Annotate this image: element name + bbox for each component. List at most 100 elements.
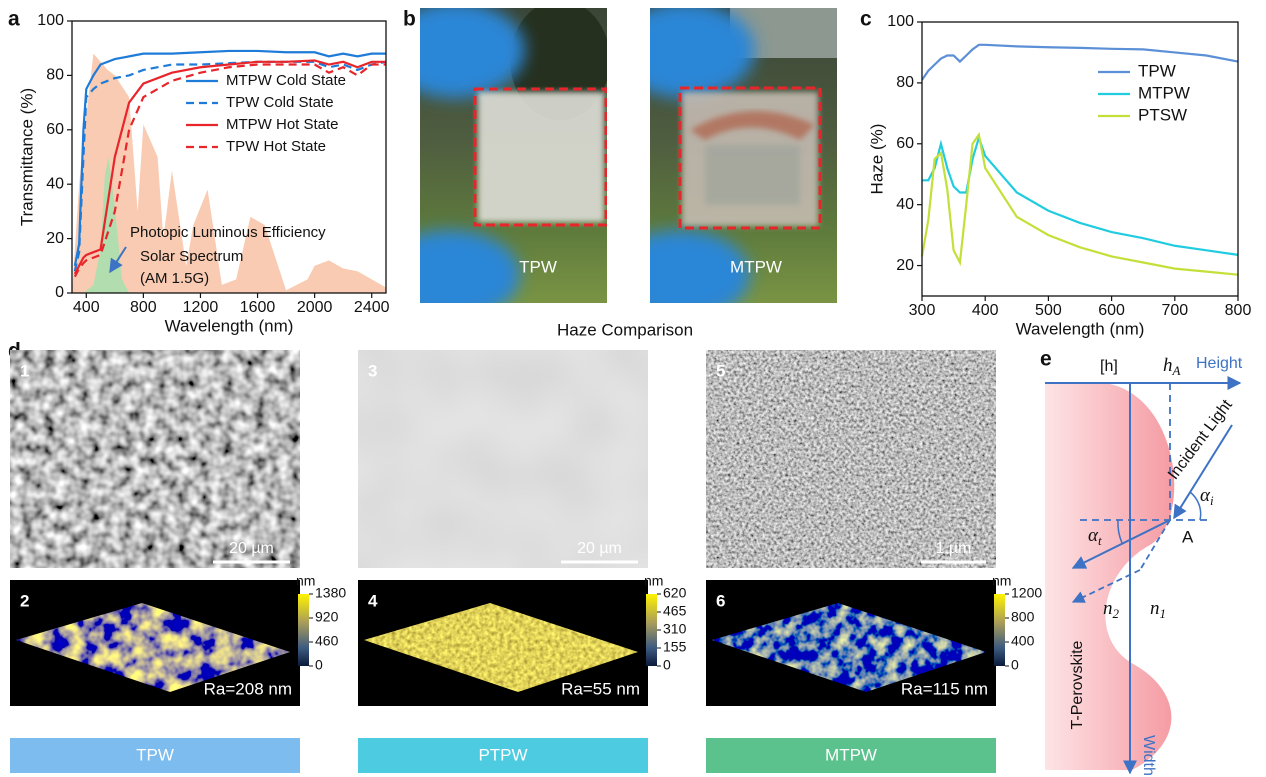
legend-label: MTPW	[1138, 83, 1190, 102]
y-axis-label: Haze (%)	[867, 124, 886, 195]
colorbar-tick-label: 1200	[1011, 585, 1042, 601]
x-tick-label: 700	[1161, 302, 1188, 319]
plot-frame	[922, 22, 1238, 296]
y-tick-label: 100	[37, 12, 64, 29]
glove	[610, 230, 750, 320]
x-tick-label: 600	[1098, 302, 1125, 319]
photo-label: TPW	[519, 257, 557, 276]
colorbar	[298, 594, 309, 666]
colorbar-unit: nm	[296, 573, 315, 589]
x-tick-label: 800	[1225, 302, 1252, 319]
roughness: Ra=115 nm	[901, 679, 988, 698]
glove	[380, 230, 520, 320]
panel-label: c	[860, 8, 872, 31]
colorbar-unit: nm	[644, 573, 663, 589]
caption: Haze Comparison	[557, 320, 693, 339]
colorbar-tick-label: 400	[1011, 633, 1035, 649]
legend-label: MTPW Cold State	[226, 72, 346, 89]
y-tick-label: 80	[46, 67, 64, 84]
y-tick-label: 60	[896, 135, 914, 152]
y-tick-label: 60	[46, 121, 64, 138]
panel-label: e	[1040, 348, 1052, 371]
colorbar	[994, 594, 1005, 666]
image-index: 3	[368, 361, 377, 380]
roughness: Ra=55 nm	[561, 679, 640, 698]
y-tick-label: 80	[896, 74, 914, 91]
colorbar-tick-label: 155	[663, 639, 687, 655]
x-tick-label: 1200	[183, 299, 219, 316]
x-tick-label: 2400	[354, 299, 390, 316]
label: n2	[1103, 598, 1120, 621]
y-tick-label: 20	[896, 257, 914, 274]
y-axis-label: Transmittance (%)	[17, 88, 36, 226]
colorbar-tick-label: 0	[663, 657, 671, 673]
annotation: Photopic Luminous Efficiency	[130, 224, 326, 241]
label: T-Perovskite	[1069, 640, 1086, 729]
colorbar-tick-label: 1380	[315, 585, 346, 601]
x-tick-label: 400	[73, 299, 100, 316]
sem-image	[358, 350, 648, 568]
label: Incident Light	[1165, 396, 1236, 483]
legend-label: TPW Hot State	[226, 138, 326, 155]
x-tick-label: 2000	[297, 299, 333, 316]
glove	[615, 2, 755, 98]
scale-label: 20 µm	[577, 540, 622, 557]
colorbar-unit: nm	[992, 573, 1011, 589]
label: Width	[1140, 735, 1157, 776]
image-index: 5	[716, 361, 725, 380]
sem-image	[10, 350, 300, 568]
colorbar-tick-label: 465	[663, 603, 687, 619]
y-tick-label: 0	[55, 284, 64, 301]
image-index: 2	[20, 591, 29, 610]
photo-label: MTPW	[730, 257, 782, 276]
label: [h]	[1100, 358, 1118, 375]
image-index: 6	[716, 591, 725, 610]
label: n1	[1150, 598, 1166, 621]
legend-label: MTPW Hot State	[226, 116, 339, 133]
legend-label: PTSW	[1138, 105, 1187, 124]
scale-label: 20 µm	[229, 540, 274, 557]
frosted-film	[478, 92, 604, 222]
figure: a b c d e TPW MTPW Haze Comparison 120 µ…	[0, 0, 1266, 777]
legend-label: TPW	[1138, 61, 1176, 80]
sem-image	[706, 350, 996, 568]
series-line	[922, 135, 1238, 275]
perovskite-profile	[1045, 384, 1174, 770]
x-tick-label: 800	[130, 299, 157, 316]
annotation: (AM 1.5G)	[140, 270, 209, 287]
sample-label: MTPW	[825, 745, 877, 764]
sample-label: PTPW	[478, 745, 527, 764]
series-line	[922, 138, 1238, 255]
panel-label: a	[8, 8, 20, 31]
panel-label: b	[403, 8, 416, 31]
label: αi	[1200, 485, 1214, 508]
y-tick-label: 40	[896, 196, 914, 213]
colorbar-tick-label: 800	[1011, 609, 1035, 625]
photo-mtpw	[610, 2, 837, 320]
colorbar-tick-label: 620	[663, 585, 687, 601]
y-tick-label: 20	[46, 230, 64, 247]
annotation: Solar Spectrum	[140, 248, 243, 265]
x-axis-label: Wavelength (nm)	[1016, 319, 1145, 338]
colorbar-tick-label: 310	[663, 621, 687, 637]
colorbar-tick-label: 0	[315, 657, 323, 673]
x-tick-label: 500	[1035, 302, 1062, 319]
y-tick-label: 40	[46, 175, 64, 192]
refraction-diagram: [h] hA Height Incident Light αi αt A n2 …	[1045, 355, 1243, 776]
roughness: Ra=208 nm	[204, 679, 292, 698]
label: A	[1182, 527, 1194, 546]
colorbar-tick-label: 460	[315, 633, 339, 649]
legend-label: TPW Cold State	[226, 94, 334, 111]
colorbar-tick-label: 920	[315, 609, 339, 625]
x-tick-label: 300	[909, 302, 936, 319]
series-line	[922, 45, 1238, 80]
y-tick-label: 100	[887, 13, 914, 30]
label: Height	[1196, 355, 1243, 372]
colorbar-tick-label: 0	[1011, 657, 1019, 673]
scale-label: 1 µm	[936, 540, 972, 557]
image-index: 4	[368, 591, 378, 610]
x-axis-label: Wavelength (nm)	[165, 316, 294, 335]
x-tick-label: 400	[972, 302, 999, 319]
image-index: 1	[20, 361, 29, 380]
